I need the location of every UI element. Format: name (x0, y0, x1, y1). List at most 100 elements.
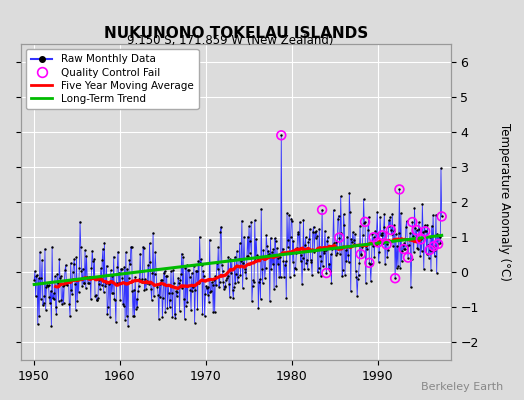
Point (151, 249, 159, 256)
Point (378, 232, 386, 238)
Point (235, 256, 243, 262)
Point (112, 280, 121, 286)
Point (301, 242, 309, 248)
Point (30, 277, 38, 283)
Point (395, 186, 403, 193)
Point (172, 293, 181, 300)
Point (150, 292, 158, 299)
Point (197, 256, 205, 262)
Point (282, 295, 290, 301)
Point (269, 246, 278, 253)
Point (195, 234, 204, 240)
Point (385, 223, 394, 230)
Point (80, 280, 89, 286)
Point (316, 252, 324, 259)
Point (61, 267, 69, 274)
Point (391, 275, 399, 282)
Point (348, 239, 356, 246)
Point (84, 280, 93, 287)
Point (147, 297, 156, 303)
Point (355, 260, 364, 266)
Point (244, 233, 252, 240)
Point (430, 253, 439, 260)
Point (154, 291, 162, 298)
Point (147, 285, 155, 292)
Point (178, 285, 187, 291)
Point (279, 245, 287, 252)
Point (31, 268, 39, 274)
Point (203, 291, 212, 298)
Point (438, 213, 446, 220)
Point (250, 279, 258, 285)
Point (291, 266, 300, 272)
Point (104, 281, 113, 288)
Point (248, 298, 256, 304)
Point (302, 260, 311, 266)
Point (104, 304, 112, 310)
Point (421, 228, 429, 234)
Point (299, 216, 308, 223)
Point (127, 243, 136, 250)
Point (337, 230, 346, 236)
Point (117, 266, 125, 272)
Point (238, 218, 246, 224)
Point (217, 224, 225, 230)
Point (403, 242, 411, 249)
Point (77, 244, 85, 250)
Point (322, 270, 331, 276)
Point (145, 240, 154, 246)
Point (50, 296, 59, 302)
Point (338, 273, 346, 280)
Point (227, 257, 236, 263)
Point (300, 266, 309, 272)
Point (243, 253, 251, 260)
Point (438, 213, 446, 220)
Point (194, 258, 202, 264)
Point (99, 246, 107, 252)
Point (318, 206, 326, 213)
Point (119, 303, 128, 310)
Point (201, 313, 209, 319)
Point (160, 268, 169, 274)
Point (155, 316, 163, 322)
Point (65, 301, 73, 307)
Point (100, 288, 108, 295)
Point (332, 239, 341, 246)
Point (405, 242, 413, 248)
Point (173, 289, 182, 296)
Point (289, 258, 297, 265)
Point (61, 262, 70, 268)
Point (373, 209, 381, 215)
Point (144, 262, 152, 268)
Point (211, 309, 219, 315)
Point (365, 260, 374, 266)
Point (250, 217, 259, 224)
Point (67, 260, 75, 266)
Point (389, 228, 398, 234)
Point (214, 244, 223, 251)
Point (109, 289, 117, 296)
Point (387, 227, 395, 233)
Point (168, 290, 176, 296)
Point (188, 288, 196, 294)
Point (296, 218, 304, 225)
Point (314, 265, 323, 272)
Point (308, 272, 316, 278)
Point (129, 312, 137, 319)
Point (245, 223, 253, 230)
Point (148, 270, 157, 276)
Point (135, 276, 144, 283)
Point (340, 222, 348, 229)
Point (205, 236, 214, 243)
Point (234, 274, 243, 280)
Point (318, 206, 326, 213)
Point (333, 250, 341, 256)
Point (133, 304, 141, 311)
Point (163, 305, 171, 312)
Point (83, 274, 91, 280)
Point (43, 282, 51, 288)
Point (92, 297, 101, 303)
Point (69, 269, 77, 276)
Point (162, 272, 171, 279)
Y-axis label: Temperature Anomaly (°C): Temperature Anomaly (°C) (498, 123, 511, 281)
